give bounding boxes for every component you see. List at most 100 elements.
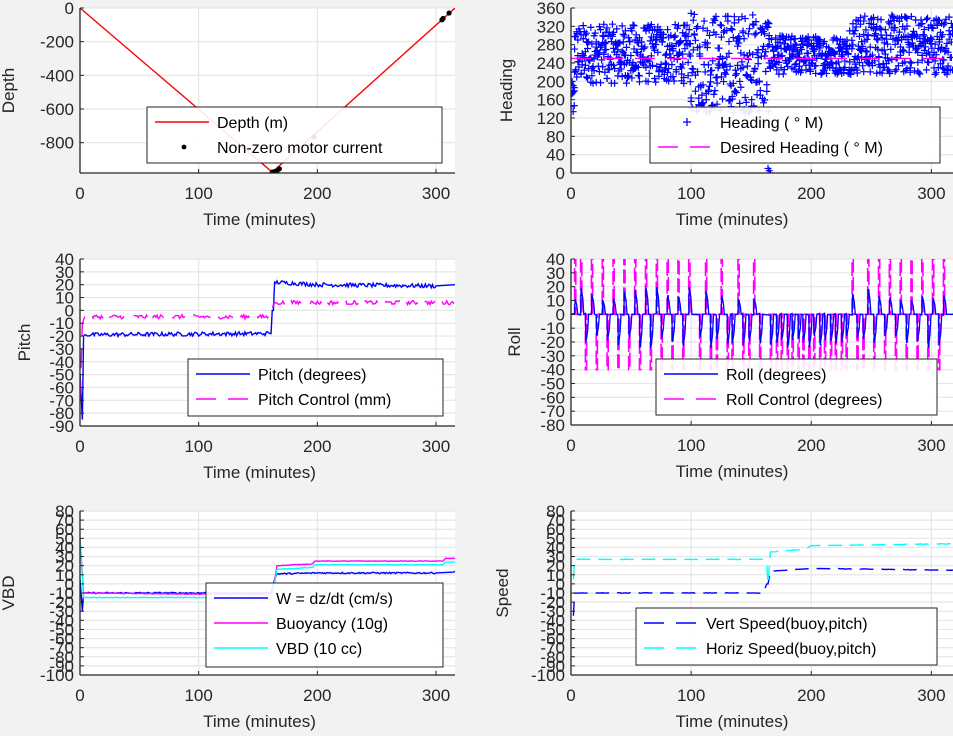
- heading-point: [665, 65, 673, 73]
- heading-point: [611, 64, 619, 72]
- y-tick-label: 10: [55, 566, 74, 585]
- heading-point: [752, 18, 760, 26]
- heading-point: [749, 51, 757, 59]
- heading-point: [618, 22, 626, 30]
- legend-box: [655, 358, 938, 416]
- y-tick-label: 40: [546, 538, 565, 557]
- legend-marker: [683, 118, 691, 126]
- heading-point: [668, 61, 676, 69]
- heading-point: [772, 34, 780, 42]
- heading-point: [734, 42, 742, 50]
- heading-point: [903, 15, 911, 23]
- heading-point: [726, 62, 734, 70]
- heading-point: [855, 59, 863, 67]
- y-tick-label: 20: [546, 557, 565, 576]
- x-tick-label: 100: [677, 184, 705, 203]
- heading-point: [641, 43, 649, 51]
- heading-point: [748, 96, 756, 104]
- heading-point: [601, 40, 609, 48]
- heading-point: [717, 33, 725, 41]
- heading-point: [848, 36, 856, 44]
- heading-point: [584, 74, 592, 82]
- heading-point: [722, 60, 730, 68]
- heading-point: [601, 68, 609, 76]
- legend: Vert Speed(buoy,pitch) Horiz Speed(buoy,p…: [635, 607, 938, 666]
- heading-point: [823, 69, 831, 77]
- heading-point: [858, 38, 866, 46]
- heading-point: [653, 36, 661, 44]
- heading-point: [805, 36, 813, 44]
- heading-point: [671, 32, 679, 40]
- heading-point: [690, 31, 698, 39]
- heading-point: [610, 28, 618, 36]
- x-axis-label: Time (minutes): [203, 463, 316, 482]
- y-tick-label: -10: [49, 584, 74, 603]
- y-tick-label: 30: [55, 548, 74, 567]
- heading-point: [689, 16, 697, 24]
- heading-point: [634, 63, 642, 71]
- y-tick-label: -600: [40, 100, 74, 119]
- heading-point: [723, 66, 731, 74]
- y-tick-label: 160: [537, 91, 565, 110]
- y-tick-label: -80: [540, 416, 565, 435]
- heading-point: [679, 50, 687, 58]
- heading-point: [841, 63, 849, 71]
- heading-point: [798, 46, 806, 54]
- heading-point: [698, 91, 706, 99]
- heading-point: [884, 40, 892, 48]
- heading-point: [600, 32, 608, 40]
- y-tick-label: 0: [556, 575, 565, 594]
- heading-point: [618, 47, 626, 55]
- heading-point: [891, 40, 899, 48]
- y-tick-label: -800: [40, 134, 74, 153]
- x-tick-label: 0: [75, 437, 84, 456]
- y-tick-label: -40: [49, 611, 74, 630]
- heading-point: [725, 38, 733, 46]
- heading-point: [906, 68, 914, 76]
- y-tick-label: 70: [55, 511, 74, 530]
- x-tick-label: 100: [677, 686, 705, 705]
- y-axis-label: VBD: [0, 576, 18, 611]
- chart-speed: 0 100 200 30080706050403020100-10-20-30-40-…: [493, 502, 953, 731]
- y-tick-label: 30: [546, 264, 565, 283]
- legend-label: Depth (m): [217, 115, 288, 132]
- heading-point: [696, 43, 704, 51]
- legend-box: [649, 106, 941, 164]
- heading-point: [762, 68, 770, 76]
- heading-point: [617, 60, 625, 68]
- heading-point: [735, 39, 743, 47]
- y-tick-label: -20: [49, 327, 74, 346]
- heading-point: [671, 21, 679, 29]
- heading-point: [927, 34, 935, 42]
- heading-point: [603, 74, 611, 82]
- heading-point: [733, 89, 741, 97]
- heading-point: [691, 36, 699, 44]
- heading-point: [582, 29, 590, 37]
- heading-point: [656, 25, 664, 33]
- heading-point: [571, 102, 578, 110]
- heading-point: [731, 66, 739, 74]
- x-tick-label: 100: [677, 436, 705, 455]
- heading-point: [754, 54, 762, 62]
- heading-point: [720, 78, 728, 86]
- heading-point: [706, 31, 714, 39]
- heading-point: [918, 51, 926, 59]
- heading-point: [804, 49, 812, 57]
- heading-point: [941, 19, 949, 27]
- chart-pitch: 0 100 200 300403020100-10-20-30-40-50-60-70…: [15, 250, 455, 482]
- heading-point: [763, 87, 771, 95]
- x-axis-label: Time (minutes): [676, 712, 789, 731]
- x-tick-label: 300: [422, 686, 450, 705]
- legend-box: [187, 358, 444, 417]
- motor-current-point: [440, 15, 446, 22]
- heading-point: [580, 54, 588, 62]
- heading-point: [626, 38, 634, 46]
- heading-point: [878, 69, 886, 77]
- heading-point: [932, 69, 940, 77]
- heading-point: [864, 31, 872, 39]
- chart-depth: 0 100 200 300 0 -200 -400 -600 -800 Time (minutes…: [0, 0, 455, 229]
- heading-point: [681, 45, 689, 53]
- y-axis-label: Heading: [497, 59, 516, 122]
- heading-point: [939, 31, 947, 39]
